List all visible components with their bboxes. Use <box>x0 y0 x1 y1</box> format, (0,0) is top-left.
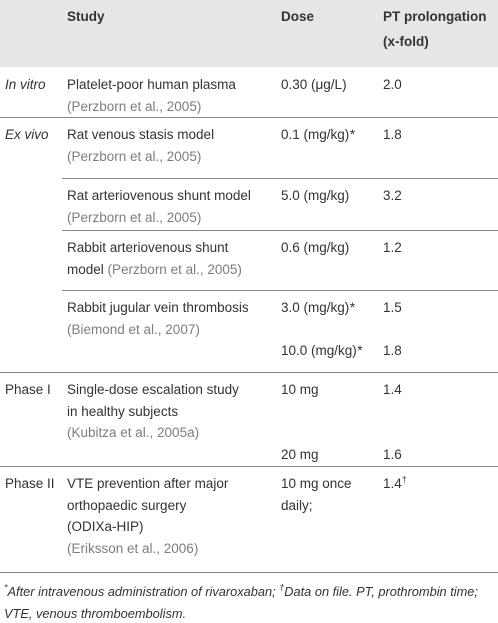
dose-cell: 10.0 (mg/kg)* <box>281 342 362 360</box>
pt-note: † <box>401 474 407 485</box>
study-text: orthopaedic surgery <box>67 497 187 513</box>
pt-cell: 1.6 <box>383 446 402 464</box>
study-text: Rabbit arteriovenous shunt <box>67 240 229 255</box>
study-text: model (Perzborn et al., 2005) <box>67 261 242 279</box>
row-divider <box>62 230 498 231</box>
group-label: Ex vivo <box>5 127 49 142</box>
pt-value: 1.4 <box>383 476 402 491</box>
citation: (Eriksson et al., 2006) <box>67 540 199 556</box>
pt-value: 1.5 <box>383 300 402 315</box>
header-background <box>0 0 498 67</box>
study-text: Rat arteriovenous shunt model <box>67 188 251 203</box>
dose-text: 0.30 (μg/L) <box>281 77 347 92</box>
row-divider <box>0 117 498 118</box>
dose-cell: 20 mg <box>281 446 319 464</box>
dose-note: * <box>349 300 355 315</box>
footnote-text: Data on file. PT, prothrombin time; VTE,… <box>4 584 478 621</box>
citation: (Perzborn et al., 2005) <box>67 98 202 114</box>
citation: (Kubitza et al., 2005a) <box>67 425 200 440</box>
dose-cell: 10 mg once <box>281 476 352 491</box>
dose-text: 5.0 (mg/kg) <box>281 188 350 203</box>
group-label: In vitro <box>5 77 46 92</box>
citation: (Perzborn et al., 2005) <box>67 209 202 225</box>
pt-cell: 1.4† <box>383 475 407 493</box>
dose-cell: 10 mg <box>281 381 319 399</box>
pt-cell: 1.8 <box>383 126 402 144</box>
dose-text: 0.6 (mg/kg) <box>281 240 350 255</box>
study-text: in healthy subjects <box>67 403 179 419</box>
pt-cell: 2.0 <box>383 76 402 94</box>
row-divider <box>0 372 498 373</box>
study-text: (ODIXa-HIP) <box>67 519 144 534</box>
dose-cell: 3.0 (mg/kg)* <box>281 299 355 317</box>
dose-text: 3.0 (mg/kg) <box>281 300 350 315</box>
dose-cell: 0.6 (mg/kg) <box>281 239 349 257</box>
pt-cell: 3.2 <box>383 187 402 205</box>
row-divider <box>62 178 498 179</box>
header-cell: Study <box>67 9 105 24</box>
dose-cell: daily; <box>281 497 313 513</box>
header-cell: Dose <box>281 9 315 24</box>
citation: (Biemond et al., 2007) <box>67 321 200 337</box>
footnote-text: After intravenous administration of riva… <box>7 584 280 599</box>
study-text: Rabbit jugular vein thrombosis <box>67 300 249 315</box>
group-label: Phase I <box>5 382 51 397</box>
pt-value: 1.8 <box>383 127 402 142</box>
dose-cell: 5.0 (mg/kg) <box>281 187 349 205</box>
row-divider <box>0 572 498 573</box>
dose-text: 10.0 (mg/kg) <box>281 343 357 358</box>
pt-value: 2.0 <box>383 77 402 92</box>
citation: (Perzborn et al., 2005) <box>107 261 242 277</box>
row-divider <box>0 466 498 467</box>
pt-value: 3.2 <box>383 188 402 203</box>
footnote: *After intravenous administration of riv… <box>4 581 498 623</box>
study-text: Rat venous stasis model <box>67 127 215 142</box>
dose-cell: 0.30 (μg/L) <box>281 76 347 94</box>
dose-text: 20 mg <box>281 446 319 462</box>
pt-cell: 1.2 <box>383 239 402 257</box>
footnote-mark: * <box>4 582 8 593</box>
row-divider <box>62 290 498 291</box>
dose-note: * <box>349 127 355 142</box>
footnote-mark: † <box>279 582 285 593</box>
citation: (Perzborn et al., 2005) <box>67 148 202 164</box>
pt-value: 1.2 <box>383 240 402 255</box>
header-cell: (x-fold) <box>383 34 429 49</box>
dose-text: 10 mg <box>281 382 319 397</box>
group-label: Phase II <box>5 476 55 491</box>
pt-cell: 1.4 <box>383 381 402 399</box>
pt-value: 1.4 <box>383 382 402 397</box>
pt-value: 1.8 <box>383 343 402 358</box>
header-cell: PT prolongation <box>383 9 487 24</box>
dose-note: * <box>356 343 363 358</box>
pt-cell: 1.8 <box>383 342 402 360</box>
pt-cell: 1.5 <box>383 299 402 317</box>
pt-value: 1.6 <box>383 446 402 462</box>
study-text: Single-dose escalation study <box>67 382 239 397</box>
study-text: Platelet-poor human plasma <box>67 77 236 92</box>
dose-cell: 0.1 (mg/kg)* <box>281 126 355 144</box>
study-text: VTE prevention after major <box>67 476 229 491</box>
study-text: model <box>67 261 104 277</box>
dose-text: 0.1 (mg/kg) <box>281 127 350 142</box>
